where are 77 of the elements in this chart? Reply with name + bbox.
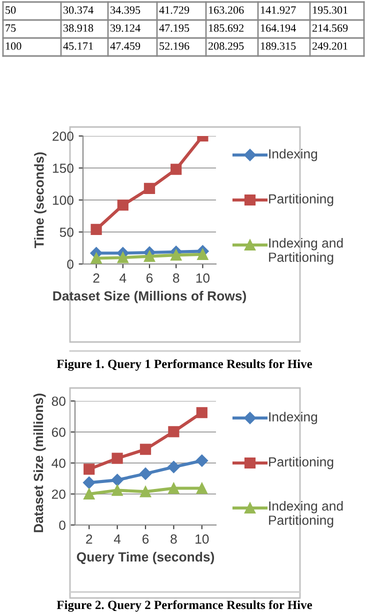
y-axis-title: Time (seconds) [34,152,46,248]
point [140,486,152,498]
text: 189.315 [260,42,296,50]
caption: Figure 1. Query 1 Performance Results for Hive [56,359,312,371]
point [112,484,123,496]
text: 249.201 [312,42,348,50]
text: 208.295 [208,42,244,50]
point [168,426,180,438]
y-tick-label: 200 [52,132,74,141]
x-axis-title: Query Time (seconds) [76,552,214,564]
point [117,200,128,211]
point [112,452,123,464]
y-axis-title: Dataset Size (millions) [33,394,46,532]
text: 163.206 [208,6,244,14]
point [197,248,208,260]
point [144,250,156,262]
x-tick-label: 8 [170,534,177,544]
point [90,224,102,235]
point [168,482,180,494]
text: 47.459 [110,42,140,50]
legend-label: Indexing and Partitioning [269,238,343,265]
text: 100 [6,42,22,50]
x-tick-label: 4 [120,274,126,283]
text: 41.729 [159,6,190,14]
y-tick-label: 20 [52,490,66,499]
x-tick-label: 10 [196,534,209,544]
point [117,252,128,264]
text: 34.395 [110,6,140,14]
x-tick-label: 10 [196,273,210,283]
y-tick-label: 80 [52,396,66,406]
y-tick-label: 60 [52,428,66,437]
point [196,454,208,467]
legend-label: Partitioning [269,194,334,206]
point [196,482,208,494]
y-tick-label: 150 [52,164,74,173]
x-axis-title: Dataset Size (Millions of Rows) [53,290,246,304]
text: 39.124 [110,24,140,32]
text: 195.301 [312,6,348,14]
point [170,164,182,175]
caption: Figure 2. Query 2 Performance Results for Hive [56,600,312,612]
text: 185.692 [208,24,244,32]
y-tick-label: 40 [52,458,66,468]
legend-label: Partitioning [269,456,334,470]
legend-label: Indexing [269,148,318,162]
text: 52.196 [160,42,190,50]
point [83,476,96,489]
text: 30.374 [64,6,94,14]
x-tick-label: 6 [146,273,153,283]
point [168,460,180,474]
y-tick-label: 0 [59,520,66,530]
y-tick-label: 50 [60,228,74,237]
point [144,182,156,194]
point [170,249,182,261]
point [140,444,152,455]
x-tick-label: 6 [142,534,149,544]
point [111,474,124,486]
text: 45.171 [63,42,93,50]
text: 75 [6,24,16,32]
point [84,464,95,475]
point [90,252,102,264]
x-tick-label: 8 [173,273,180,283]
x-tick-label: 4 [114,534,121,544]
text: 164.194 [260,24,296,32]
legend-label: Indexing [269,412,318,424]
legend-label: Indexing and Partitioning [269,501,343,528]
text: 47.195 [159,24,190,32]
text: 38.918 [64,24,94,32]
x-tick-label: 2 [86,534,92,544]
point [139,468,152,480]
y-tick-label: 0 [67,260,74,269]
point [196,407,208,418]
y-tick-label: 100 [52,196,74,205]
x-tick-label: 2 [93,273,100,283]
text: 50 [6,6,16,14]
text: 214.569 [312,24,348,32]
text: 141.927 [260,6,296,14]
point [84,488,95,500]
